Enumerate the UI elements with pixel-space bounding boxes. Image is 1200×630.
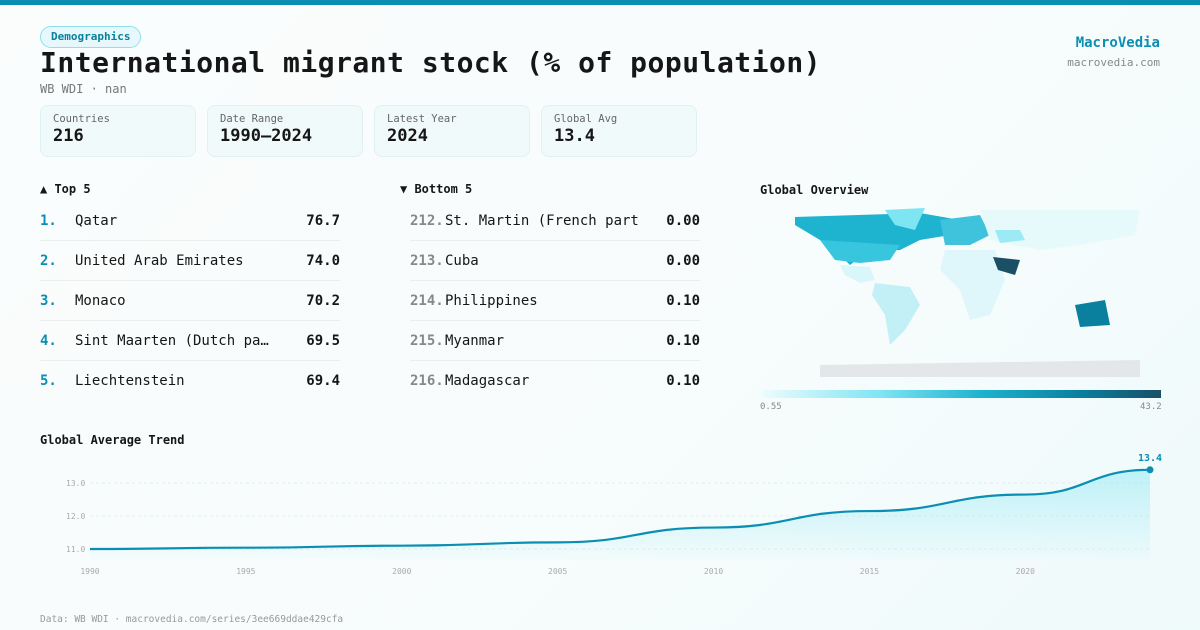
footer-source: Data: WB WDI · macrovedia.com/series/3ee… bbox=[40, 614, 344, 625]
legend-max: 43.2 bbox=[1140, 402, 1162, 412]
rank: 3. bbox=[40, 292, 57, 309]
world-map[interactable] bbox=[780, 205, 1170, 380]
x-tick-label: 1990 bbox=[80, 567, 99, 576]
map-color-legend bbox=[760, 390, 1161, 398]
country-name: Sint Maarten (Dutch pa… bbox=[75, 332, 269, 349]
area-fill bbox=[90, 469, 1150, 560]
value: 0.10 bbox=[666, 332, 700, 349]
top-accent-bar bbox=[0, 0, 1200, 5]
stat-value: 1990–2024 bbox=[220, 126, 313, 146]
value: 0.00 bbox=[666, 212, 700, 229]
brand-logo[interactable]: MacroVedia bbox=[1075, 35, 1160, 51]
rank: 4. bbox=[40, 332, 57, 349]
list-item[interactable]: 212. St. Martin (French part) 0.00 bbox=[410, 201, 700, 241]
trend-heading: Global Average Trend bbox=[40, 433, 185, 447]
x-tick-label: 1995 bbox=[236, 567, 255, 576]
value: 69.4 bbox=[306, 373, 340, 389]
list-item[interactable]: 213. Cuba 0.00 bbox=[410, 241, 700, 281]
rank: 212. bbox=[410, 212, 444, 229]
y-tick-label: 13.0 bbox=[66, 479, 85, 488]
rank: 1. bbox=[40, 212, 57, 229]
map-greenland[interactable] bbox=[885, 208, 925, 230]
rank: 214. bbox=[410, 292, 444, 309]
map-antarctica[interactable] bbox=[820, 360, 1140, 377]
rank: 216. bbox=[410, 373, 444, 389]
value: 0.10 bbox=[666, 373, 700, 389]
rank: 5. bbox=[40, 373, 57, 389]
map-australia[interactable] bbox=[1075, 300, 1110, 327]
end-value-label: 13.4 bbox=[1138, 453, 1162, 464]
country-name: United Arab Emirates bbox=[75, 252, 244, 269]
list-item[interactable]: 3. Monaco 70.2 bbox=[40, 281, 340, 321]
stat-label: Countries bbox=[53, 113, 110, 125]
list-item[interactable]: 4. Sint Maarten (Dutch pa… 69.5 bbox=[40, 321, 340, 361]
stat-label: Global Avg bbox=[554, 113, 618, 125]
country-name: Cuba bbox=[445, 252, 479, 269]
map-central-asia[interactable] bbox=[995, 230, 1025, 243]
country-name: Qatar bbox=[75, 212, 118, 229]
page-subtitle: WB WDI · nan bbox=[40, 82, 127, 96]
stat-card-latest-year: Latest Year 2024 bbox=[374, 105, 530, 157]
country-name: Philippines bbox=[445, 292, 538, 309]
list-item[interactable]: 214. Philippines 0.10 bbox=[410, 281, 700, 321]
stat-card-countries: Countries 216 bbox=[40, 105, 196, 157]
map-central-america[interactable] bbox=[840, 265, 875, 283]
map-europe[interactable] bbox=[940, 215, 990, 245]
country-name: Monaco bbox=[75, 292, 126, 309]
value: 70.2 bbox=[306, 292, 340, 309]
trend-line bbox=[89, 468, 1151, 551]
x-tick-label: 2000 bbox=[392, 567, 411, 576]
country-name: Myanmar bbox=[445, 332, 505, 349]
end-point[interactable] bbox=[1146, 466, 1154, 474]
stat-card-date-range: Date Range 1990–2024 bbox=[207, 105, 363, 157]
x-tick-label: 2005 bbox=[548, 567, 567, 576]
x-tick-label: 2020 bbox=[1016, 567, 1035, 576]
brand-url[interactable]: macrovedia.com bbox=[1067, 56, 1160, 69]
list-item[interactable]: 5. Liechtenstein 69.4 bbox=[40, 361, 340, 401]
value: 0.10 bbox=[666, 292, 700, 309]
list-item[interactable]: 215. Myanmar 0.10 bbox=[410, 321, 700, 361]
map-africa[interactable] bbox=[940, 250, 1005, 320]
stat-card-global-avg: Global Avg 13.4 bbox=[541, 105, 697, 157]
stat-value: 216 bbox=[53, 126, 84, 146]
country-name: Madagascar bbox=[445, 373, 530, 389]
map-heading: Global Overview bbox=[760, 183, 869, 197]
stat-label: Latest Year bbox=[387, 113, 457, 125]
y-tick-label: 11.0 bbox=[66, 545, 85, 554]
y-tick-label: 12.0 bbox=[66, 512, 85, 521]
bottom5-list: 212. St. Martin (French part) 0.00 213. Cuba… bbox=[410, 201, 700, 401]
trend-chart: 11.0 12.0 13.0 1990 1995 2000 2005 2010 2015 2020… bbox=[66, 453, 1162, 576]
stat-value: 2024 bbox=[387, 126, 428, 146]
value: 0.00 bbox=[666, 252, 700, 269]
value: 76.7 bbox=[306, 212, 340, 229]
page-title: International migrant stock (% of popula… bbox=[40, 46, 822, 79]
country-name: St. Martin (French part) bbox=[445, 212, 640, 229]
legend-min: 0.55 bbox=[760, 402, 782, 412]
rank: 213. bbox=[410, 252, 444, 269]
list-item[interactable]: 216. Madagascar 0.10 bbox=[410, 361, 700, 401]
category-badge[interactable]: Demographics bbox=[40, 26, 142, 48]
rank: 215. bbox=[410, 332, 444, 349]
rank: 2. bbox=[40, 252, 57, 269]
list-item[interactable]: 1. Qatar 76.7 bbox=[40, 201, 340, 241]
list-item[interactable]: 2. United Arab Emirates 74.0 bbox=[40, 241, 340, 281]
map-usa[interactable] bbox=[820, 240, 900, 263]
value: 74.0 bbox=[306, 252, 340, 269]
map-south-america[interactable] bbox=[872, 283, 920, 345]
map-arabian-peninsula[interactable] bbox=[993, 257, 1020, 275]
x-tick-label: 2010 bbox=[704, 567, 723, 576]
stat-label: Date Range bbox=[220, 113, 284, 125]
country-name: Liechtenstein bbox=[75, 373, 185, 389]
top5-heading: ▲ Top 5 bbox=[40, 182, 91, 196]
top5-list: 1. Qatar 76.7 2. United Arab Emirates 74.0 3. M… bbox=[40, 201, 340, 401]
value: 69.5 bbox=[306, 332, 340, 349]
x-tick-label: 2015 bbox=[860, 567, 879, 576]
bottom5-heading: ▼ Bottom 5 bbox=[400, 182, 473, 196]
stat-value: 13.4 bbox=[554, 126, 595, 146]
